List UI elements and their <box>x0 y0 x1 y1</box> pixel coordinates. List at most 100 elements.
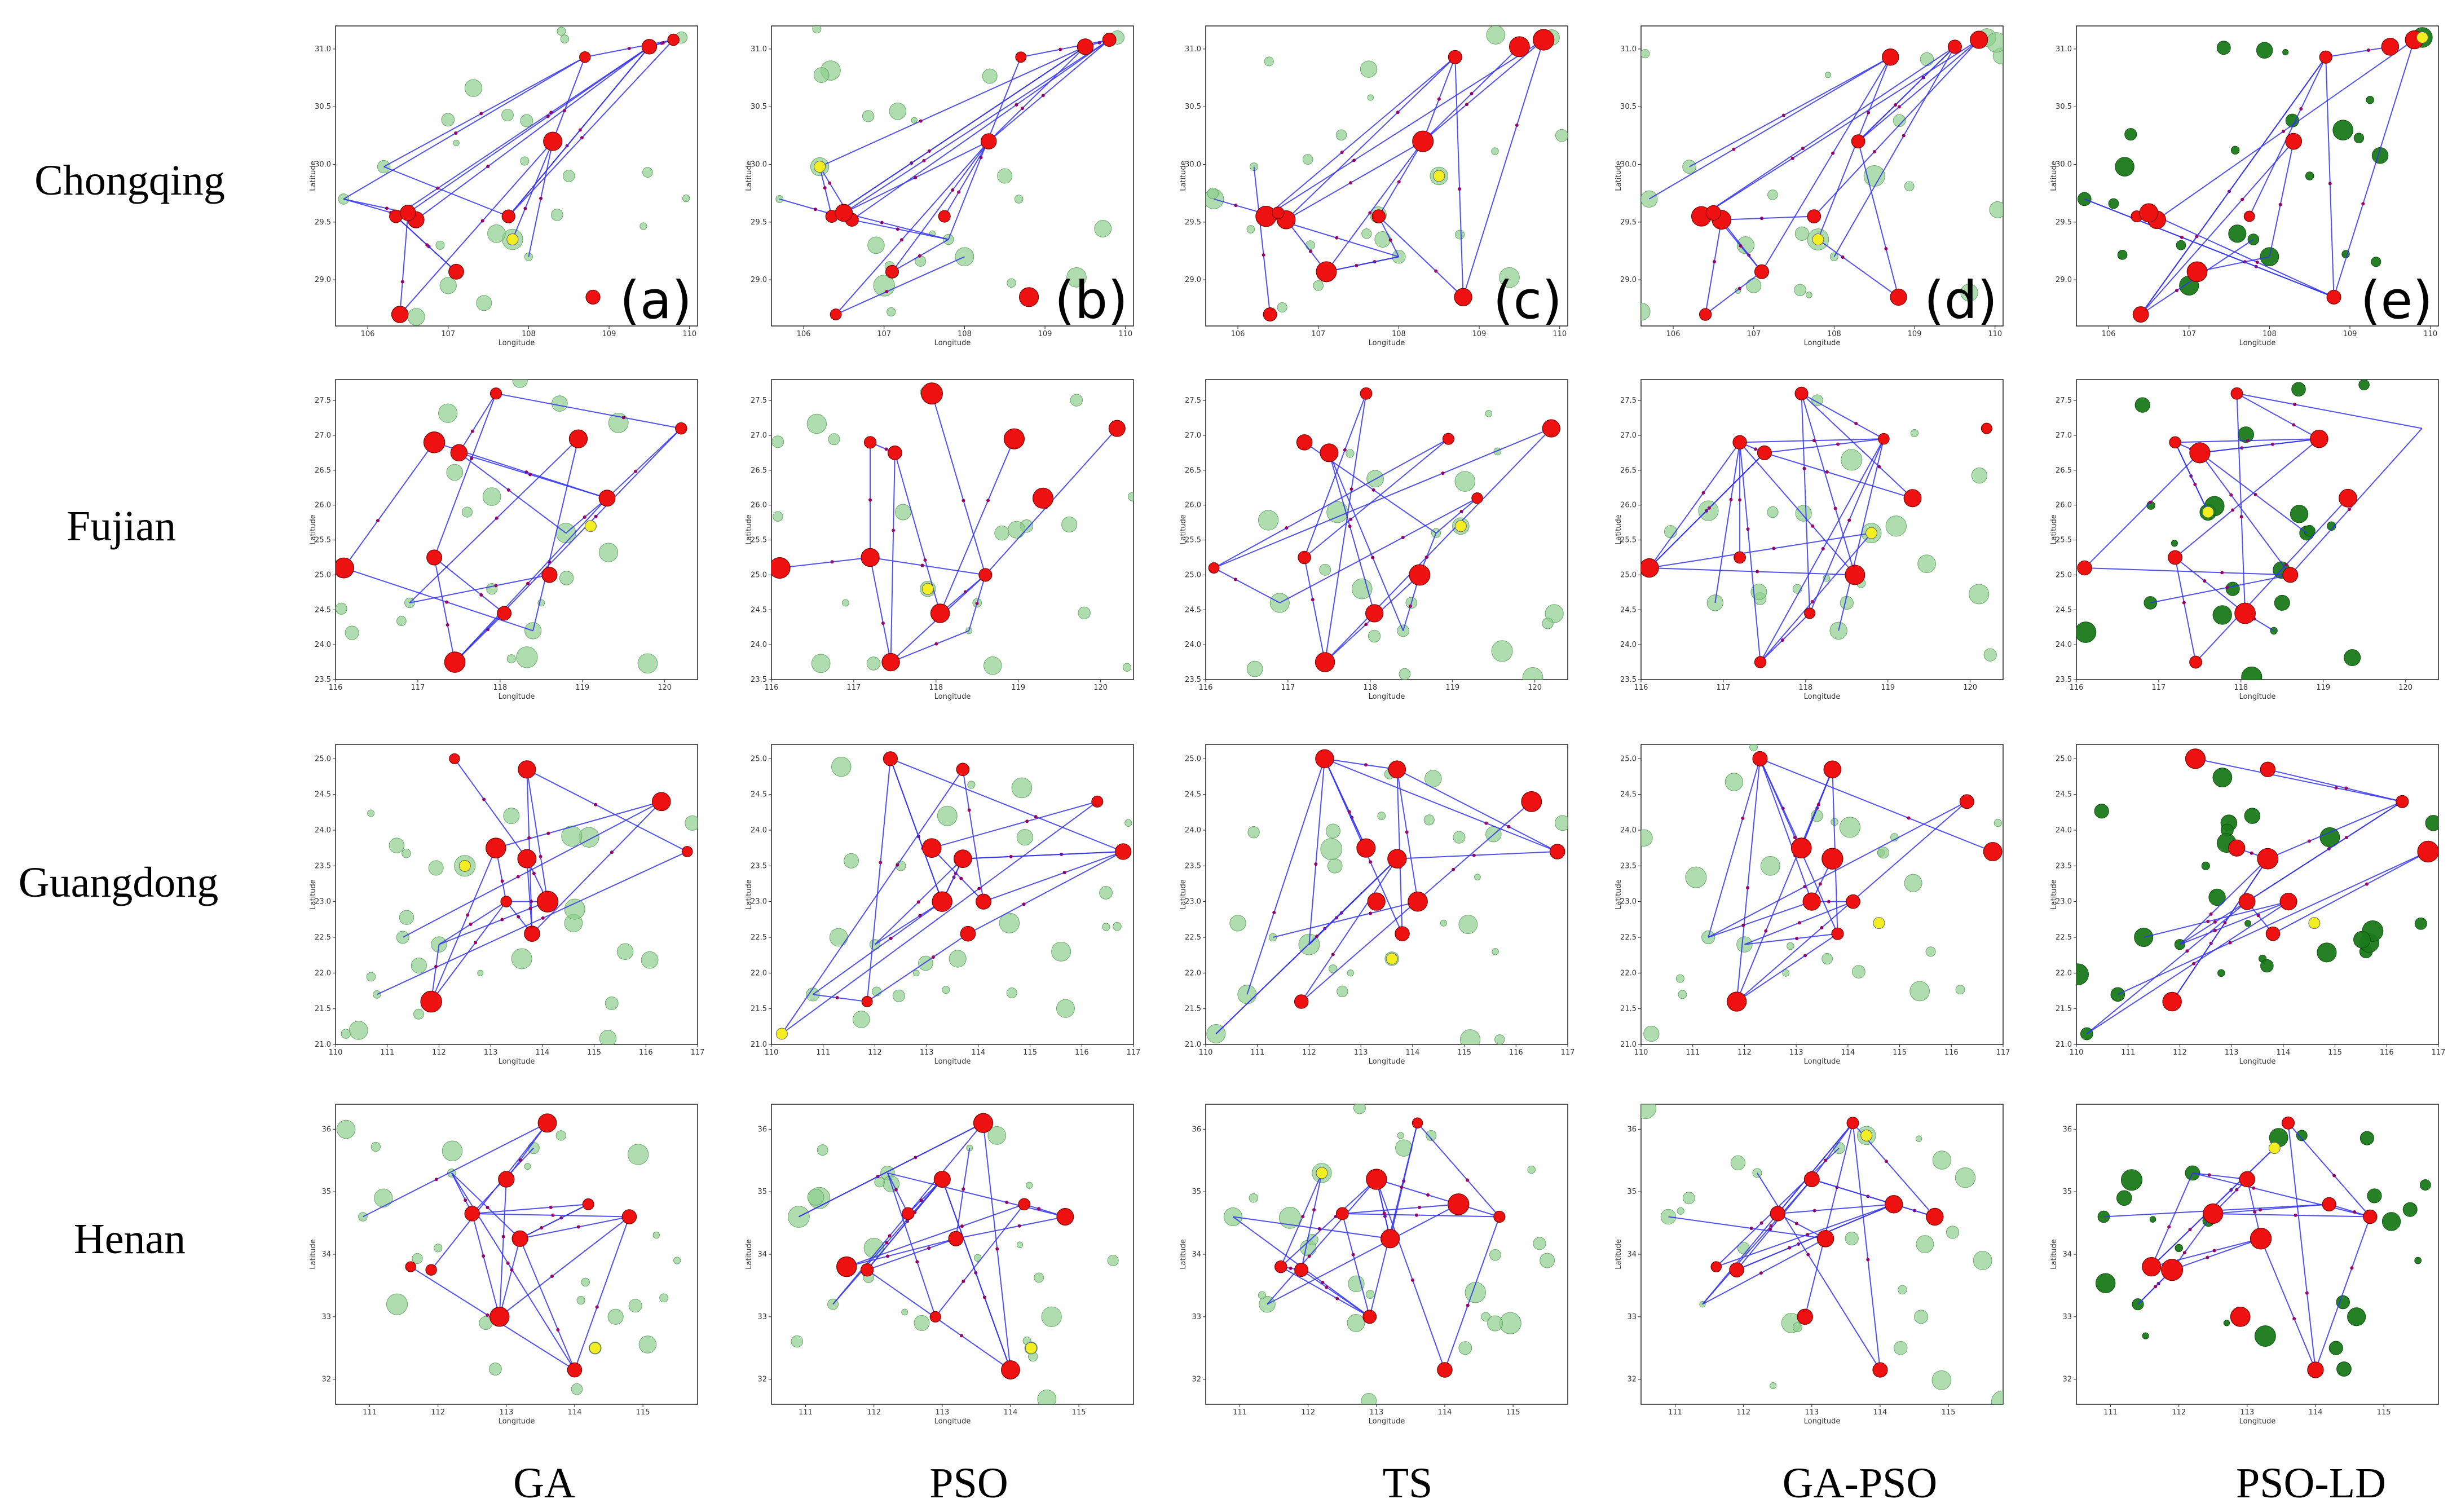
y-axis-title: Latitude <box>2050 514 2058 545</box>
route-waypoint <box>1701 491 1705 495</box>
candidate-site <box>2076 963 2089 985</box>
candidate-site <box>488 1362 502 1376</box>
route-line <box>934 1204 1025 1317</box>
route-waypoint <box>400 280 404 284</box>
route-line <box>1396 769 1558 852</box>
route-waypoint <box>1793 835 1797 839</box>
distribution-center <box>1316 261 1337 283</box>
candidate-site <box>1474 874 1481 881</box>
route-line <box>779 557 871 569</box>
route-waypoint <box>1351 1253 1355 1257</box>
candidate-site <box>336 1119 356 1139</box>
distribution-center <box>426 549 443 566</box>
route-waypoint <box>931 955 935 959</box>
route-waypoint <box>1355 263 1359 267</box>
y-tick-label: 21.0 <box>315 1041 331 1049</box>
distribution-center <box>641 39 658 55</box>
route-waypoint <box>1405 830 1409 834</box>
route-waypoint <box>2192 962 2196 966</box>
candidate-site <box>1915 1135 1922 1142</box>
route-line <box>451 1172 575 1370</box>
x-tick-label: 118 <box>929 684 943 692</box>
route-waypoint <box>469 922 473 926</box>
route-waypoint <box>546 831 550 835</box>
row-label-chongqing: Chongqing <box>34 157 225 204</box>
distribution-center <box>2339 488 2357 508</box>
candidate-site <box>1440 919 1447 927</box>
candidate-site <box>1481 1312 1490 1322</box>
x-tick-label: 110 <box>1199 1048 1213 1057</box>
route-line <box>532 438 579 631</box>
route-waypoint <box>1325 1285 1329 1289</box>
route-waypoint <box>445 600 449 604</box>
distribution-center <box>1114 843 1132 860</box>
route-line <box>1801 393 1913 499</box>
panel-chongqing-pso: 106 107 108 109 110 29.0 29.5 30.0 30.5 31.0 Longi… <box>745 25 1134 347</box>
route-waypoint <box>482 797 486 801</box>
panel-chongqing-ga: 106 107 108 109 110 29.0 29.5 30.0 30.5 31.0 Longi… <box>309 25 698 347</box>
candidate-site <box>1246 660 1263 677</box>
route-line <box>1778 1204 1894 1214</box>
candidate-site <box>1542 618 1554 629</box>
distribution-center <box>1077 38 1094 55</box>
route-line <box>1324 758 1558 852</box>
y-tick-label: 30.0 <box>751 161 767 169</box>
route-line <box>1740 438 1884 443</box>
y-tick-label: 27.0 <box>1620 431 1637 440</box>
route-line <box>434 557 456 663</box>
route-waypoint <box>562 109 566 113</box>
distribution-center <box>1315 652 1335 672</box>
route-waypoint <box>1005 1200 1009 1204</box>
x-tick-label: 112 <box>432 1048 446 1057</box>
distribution-center <box>1521 791 1542 812</box>
y-tick-label: 24.0 <box>751 826 767 835</box>
plot-frame <box>1640 25 2004 327</box>
distribution-center <box>1846 894 1860 909</box>
y-tick-label: 30.5 <box>751 103 767 111</box>
candidate-site <box>1229 915 1246 932</box>
distribution-center <box>1802 892 1821 911</box>
route-line <box>932 801 1098 849</box>
route-waypoint <box>1034 815 1038 819</box>
route-line <box>1279 497 1478 603</box>
distribution-center <box>681 846 693 857</box>
x-tick-label: 117 <box>1996 1048 2010 1057</box>
candidate-site <box>911 117 918 124</box>
candidate-site <box>1946 1226 1960 1239</box>
route-waypoint <box>888 1234 892 1238</box>
y-tick-label: 24.5 <box>315 791 331 799</box>
route-waypoint <box>435 186 439 190</box>
candidate-site <box>2175 1244 2183 1253</box>
candidate-site <box>642 167 653 178</box>
route-waypoint <box>1335 236 1339 240</box>
route-waypoint <box>1824 1158 1828 1162</box>
route-line <box>1246 759 1325 995</box>
candidate-site <box>1485 409 1493 417</box>
route-line <box>519 1216 630 1240</box>
route-line <box>1858 46 1956 142</box>
distribution-center <box>1804 607 1816 619</box>
distribution-center <box>2139 203 2159 223</box>
x-tick-label: 117 <box>691 1048 705 1057</box>
candidate-site <box>866 656 881 671</box>
candidate-site <box>524 622 542 640</box>
route-waypoint <box>1382 1211 1386 1215</box>
route-waypoint <box>2223 921 2227 925</box>
distribution-center <box>1970 30 1988 49</box>
route-line <box>1328 452 1375 614</box>
route-waypoint <box>2256 914 2260 918</box>
candidate-site <box>2353 931 2371 949</box>
route-waypoint <box>2193 482 2197 486</box>
distribution-center <box>830 308 842 320</box>
distribution-center <box>1412 130 1434 152</box>
candidate-site <box>576 1296 585 1305</box>
panel-guangdong-ts: 110 111 112 113 114 115 116 117 21.0 21.5 22.0 22.5… <box>1179 744 1574 1066</box>
route-waypoint <box>1015 103 1018 107</box>
x-tick-label: 114 <box>1841 1048 1855 1057</box>
route-line <box>430 1122 548 1271</box>
route-line <box>399 140 553 315</box>
route-waypoint <box>918 254 921 258</box>
route-waypoint <box>1426 1193 1430 1197</box>
y-tick-label: 21.5 <box>1620 1005 1637 1013</box>
route-line <box>2140 140 2294 315</box>
